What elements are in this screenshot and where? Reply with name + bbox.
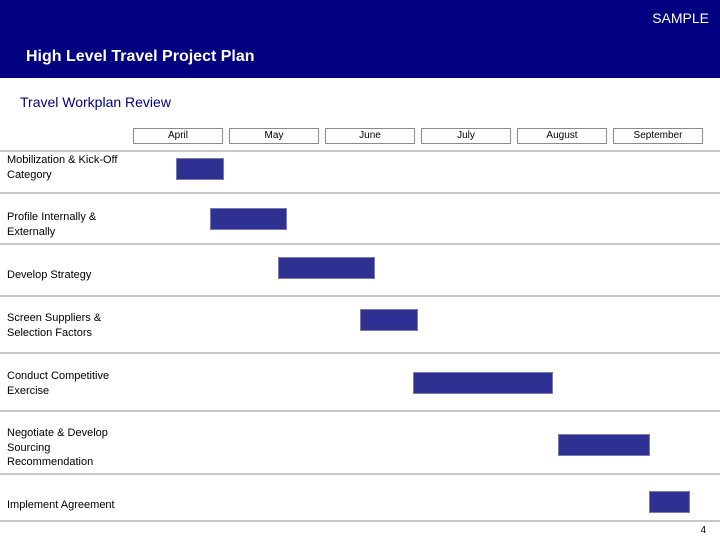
row-divider [0, 473, 720, 475]
task-label: Implement Agreement [7, 499, 115, 511]
row-divider [0, 150, 720, 152]
sample-label: SAMPLE [652, 10, 709, 26]
row-divider [0, 243, 720, 245]
month-header-april: April [133, 128, 223, 144]
task-label: Mobilization & Kick-Off Category [7, 154, 118, 181]
task-bar [649, 491, 690, 513]
month-header-september: September [613, 128, 703, 144]
row-divider [0, 520, 720, 522]
task-bar [558, 434, 650, 456]
row-divider [0, 192, 720, 194]
task-label: Develop Strategy [7, 269, 92, 281]
row-divider [0, 295, 720, 297]
page-number: 4 [700, 525, 706, 536]
task-bar [176, 158, 224, 180]
month-header-august: August [517, 128, 607, 144]
month-header-june: June [325, 128, 415, 144]
task-label: Conduct Competitive Exercise [7, 370, 110, 397]
header-banner: SAMPLE High Level Travel Project Plan [0, 0, 720, 78]
row-divider [0, 410, 720, 412]
task-label: Negotiate & Develop Sourcing Recommendat… [7, 427, 108, 468]
task-bar [360, 309, 418, 331]
task-bar [278, 257, 375, 279]
task-bar [413, 372, 553, 394]
month-header-july: July [421, 128, 511, 144]
row-divider [0, 352, 720, 354]
page-title: High Level Travel Project Plan [26, 48, 255, 65]
month-header-may: May [229, 128, 319, 144]
task-bar [210, 208, 287, 230]
chart-subtitle: Travel Workplan Review [20, 94, 171, 110]
task-label: Screen Suppliers & Selection Factors [7, 312, 102, 339]
task-label: Profile Internally & Externally [7, 211, 97, 238]
